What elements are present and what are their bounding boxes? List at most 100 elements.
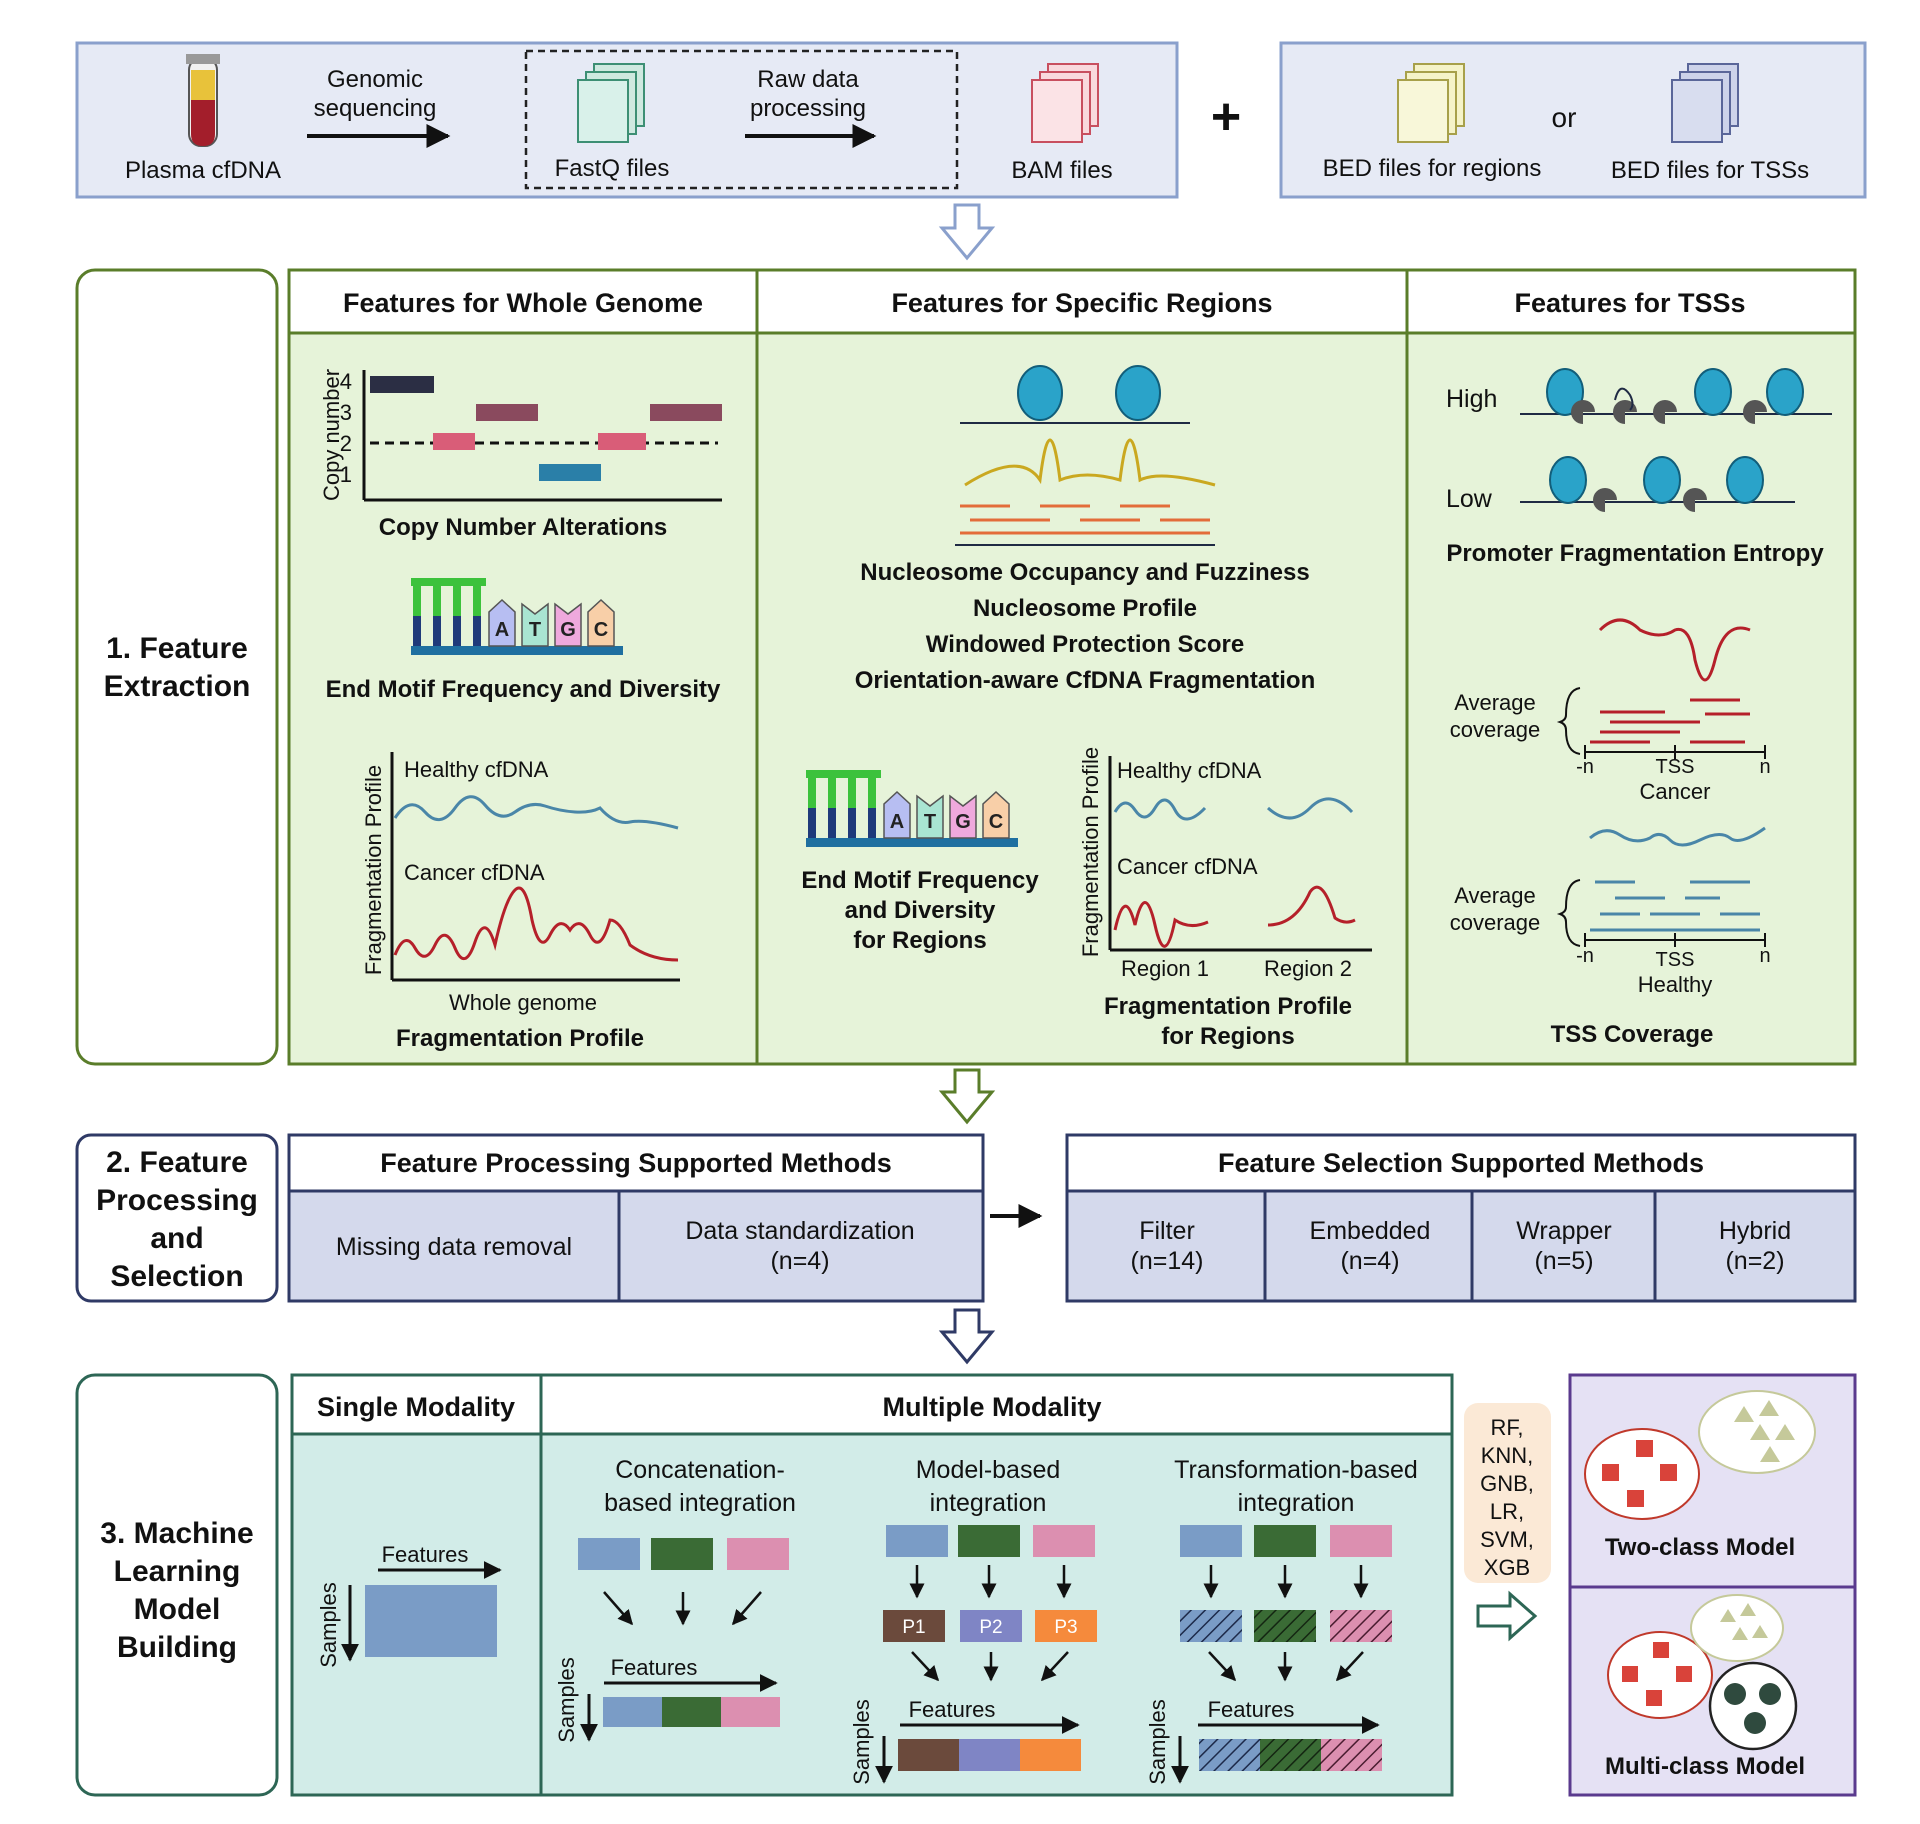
regions-feature-3: Windowed Protection Score	[926, 631, 1244, 658]
step3-label-line4: Building	[117, 1631, 237, 1664]
step1-feature-extraction: 1. Feature Extraction Features for Whole…	[75, 268, 1857, 1066]
cancer-wave	[393, 886, 679, 962]
transform-result-1	[1199, 1739, 1260, 1771]
motif-letter-a: A	[890, 811, 904, 833]
classifier-knn: KNN,	[1481, 1443, 1534, 1468]
cn-tick-4: 4	[340, 369, 352, 394]
step3-label-line1: 3. Machine	[100, 1517, 253, 1550]
neg-n-cancer: -n	[1576, 756, 1594, 778]
nucleosome-icon	[1549, 456, 1587, 504]
fp-regions-caption-line1: Fragmentation Profile	[1104, 993, 1352, 1020]
low-entropy-illustration	[1520, 456, 1795, 512]
nucleosome-icon	[1766, 368, 1804, 416]
bam-label: BAM files	[1011, 157, 1112, 184]
model-modality-3	[1033, 1525, 1095, 1557]
regions-feature-4: Orientation-aware CfDNA Fragmentation	[855, 667, 1316, 694]
pfe-caption: Promoter Fragmentation Entropy	[1446, 540, 1824, 567]
nucleosome-icon	[1643, 456, 1681, 504]
healthy-region1-wave	[1113, 798, 1207, 821]
motif-letter-c: C	[594, 619, 608, 641]
concat-modality-3	[727, 1538, 789, 1570]
raw-data-line2: processing	[750, 95, 866, 122]
down-arrow-3	[938, 1308, 996, 1365]
end-motif-regions-icon: A T G C	[806, 770, 1018, 847]
input-box-bed	[1279, 41, 1867, 199]
step3-label-line3: Model	[134, 1593, 221, 1626]
input-row: Plasma cfDNA Genomic sequencing FastQ fi…	[75, 41, 1867, 199]
sel-method-wrapper-n: (n=5)	[1534, 1247, 1593, 1275]
step1-label-box	[75, 268, 279, 1066]
tss-healthy-tick: TSS	[1656, 949, 1695, 971]
bam-file-icon	[1031, 63, 1099, 143]
concat-result-2	[662, 1697, 721, 1727]
concat-modality-2	[651, 1538, 713, 1570]
cn-segment-6	[650, 404, 722, 421]
motif-letter-g: G	[955, 811, 971, 833]
model-samples-label: Samples	[849, 1699, 874, 1785]
selection-title: Feature Selection Supported Methods	[1218, 1148, 1704, 1178]
model-result-2	[959, 1739, 1020, 1771]
nucleosome-icon	[1694, 368, 1732, 416]
tss-cancer-tick: TSS	[1656, 756, 1695, 778]
multiple-modality-title: Multiple Modality	[883, 1392, 1102, 1422]
step3-label-box	[75, 1373, 279, 1797]
transform-modality-2	[1254, 1525, 1316, 1557]
fp-regions-caption-line2: for Regions	[1161, 1023, 1294, 1050]
end-motif-regions-line1: End Motif Frequency	[801, 867, 1039, 894]
dashed-fastq-box	[524, 49, 959, 190]
concat-samples-label: Samples	[554, 1657, 579, 1743]
cancer-xlabel: Cancer	[1640, 779, 1711, 804]
fp-regions-cancer-label: Cancer cfDNA	[1117, 854, 1258, 879]
fp-regions-ylabel: Fragmentation Profile	[1078, 747, 1103, 957]
two-class-label: Two-class Model	[1605, 1534, 1795, 1561]
cancer-region2-wave	[1267, 885, 1356, 927]
step1-label-line2: Extraction	[104, 670, 251, 703]
model-line2: integration	[930, 1489, 1047, 1517]
step3-label-line2: Learning	[114, 1555, 241, 1588]
low-label: Low	[1446, 485, 1493, 513]
sel-method-hybrid-n: (n=2)	[1725, 1247, 1784, 1275]
regions-feature-2: Nucleosome Profile	[973, 595, 1197, 622]
transform-modality-3	[1330, 1525, 1392, 1557]
high-entropy-illustration	[1520, 368, 1832, 424]
multi-class-label: Multi-class Model	[1605, 1753, 1805, 1780]
bed-tss-file-icon	[1671, 63, 1739, 143]
sel-method-hybrid-name: Hybrid	[1719, 1217, 1791, 1245]
classifier-gnb: GNB,	[1480, 1471, 1534, 1496]
bed-regions-file-icon	[1397, 63, 1465, 143]
concat-line2: based integration	[604, 1489, 796, 1517]
classifier-xgb: XGB	[1484, 1555, 1530, 1580]
sel-method-embedded-name: Embedded	[1310, 1217, 1431, 1245]
or-label: or	[1552, 102, 1577, 133]
healthy-wave	[393, 795, 679, 830]
step2-label-line1: 2. Feature	[106, 1146, 248, 1179]
fp-cancer-label: Cancer cfDNA	[404, 860, 545, 885]
whole-genome-xlabel: Whole genome	[449, 990, 597, 1015]
classifier-svm: SVM,	[1480, 1527, 1534, 1552]
model-line1: Model-based	[916, 1456, 1061, 1484]
col-header-tss: Features for TSSs	[1514, 288, 1745, 318]
cn-tick-3: 3	[340, 400, 352, 425]
fp-healthy-label: Healthy cfDNA	[404, 757, 549, 782]
classifier-lr: LR,	[1490, 1499, 1524, 1524]
healthy-xlabel: Healthy	[1638, 972, 1713, 997]
single-samples-label: Samples	[316, 1582, 341, 1668]
p2-box	[960, 1610, 1022, 1642]
step3-model-building: 3. Machine Learning Model Building Singl…	[75, 1373, 1857, 1797]
p3-box	[1035, 1610, 1097, 1642]
cn-tick-2: 2	[340, 431, 352, 456]
p2-label: P2	[979, 1617, 1002, 1638]
cn-segment-2	[476, 404, 538, 421]
model-modality-1	[886, 1525, 948, 1557]
transform-result-2	[1260, 1739, 1321, 1771]
fastq-label: FastQ files	[555, 155, 670, 182]
tss-coverage-caption: TSS Coverage	[1551, 1021, 1714, 1048]
end-motif-caption: End Motif Frequency and Diversity	[326, 676, 721, 703]
cn-segment-5	[598, 433, 646, 450]
copy-number-chart: Copy number 4 3 2 1	[319, 369, 722, 502]
transform-hatch-3	[1330, 1610, 1392, 1642]
p3-label: P3	[1054, 1617, 1077, 1638]
end-motif-icon: A T G C	[411, 578, 623, 655]
fragmentation-profile-regions-chart: Fragmentation Profile Healthy cfDNA Canc…	[1078, 747, 1372, 981]
